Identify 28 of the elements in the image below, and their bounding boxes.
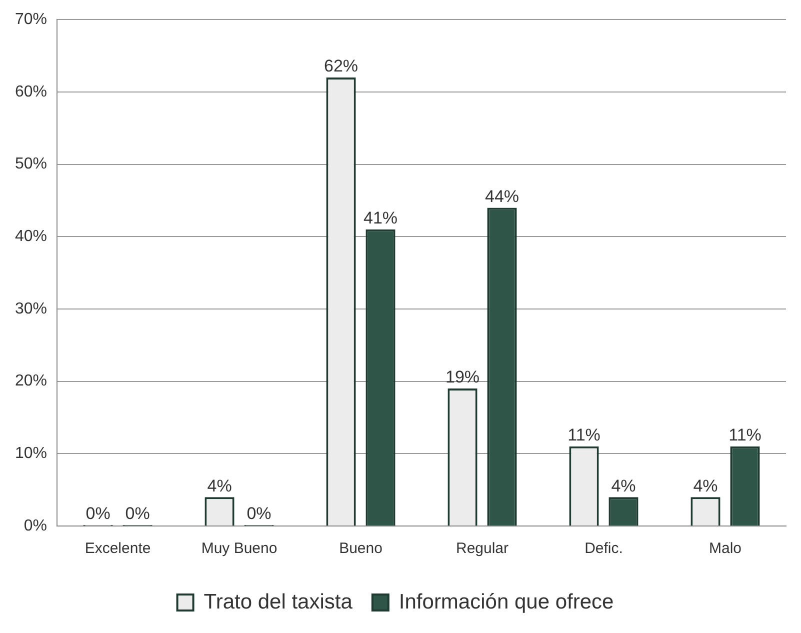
data-label: 4%	[693, 476, 718, 496]
data-label: 62%	[324, 56, 358, 76]
y-tick-label: 30%	[14, 300, 48, 318]
data-label: 4%	[207, 476, 232, 496]
y-tick-label: 0%	[24, 517, 48, 534]
data-label: 4%	[611, 476, 636, 496]
data-label: 41%	[363, 208, 398, 228]
x-tick-label: Defic.	[584, 540, 623, 558]
x-tick-label: Regular	[456, 540, 509, 558]
data-label: 0%	[125, 504, 150, 524]
y-tick-label: 20%	[14, 372, 48, 390]
data-label: 0%	[86, 504, 110, 524]
x-tick-label: Malo	[708, 540, 742, 558]
x-tick-label: Excelente	[84, 540, 151, 558]
x-tick-label: Muy Bueno	[201, 540, 278, 558]
legend-label: Información que ofrece	[398, 590, 614, 614]
y-tick-label: 10%	[14, 445, 48, 462]
data-label: 0%	[246, 504, 272, 524]
y-tick-label: 50%	[14, 156, 48, 173]
y-tick-label: 40%	[14, 228, 48, 246]
x-tick-label: Bueno	[339, 540, 382, 558]
y-tick-label: 60%	[14, 83, 48, 100]
data-label: 11%	[728, 426, 762, 445]
data-label: 19%	[446, 368, 480, 387]
y-tick-label: 70%	[14, 11, 48, 28]
legend-label: Trato del taxista	[204, 590, 353, 614]
data-label: 44%	[484, 186, 520, 206]
data-label: 11%	[568, 426, 600, 445]
